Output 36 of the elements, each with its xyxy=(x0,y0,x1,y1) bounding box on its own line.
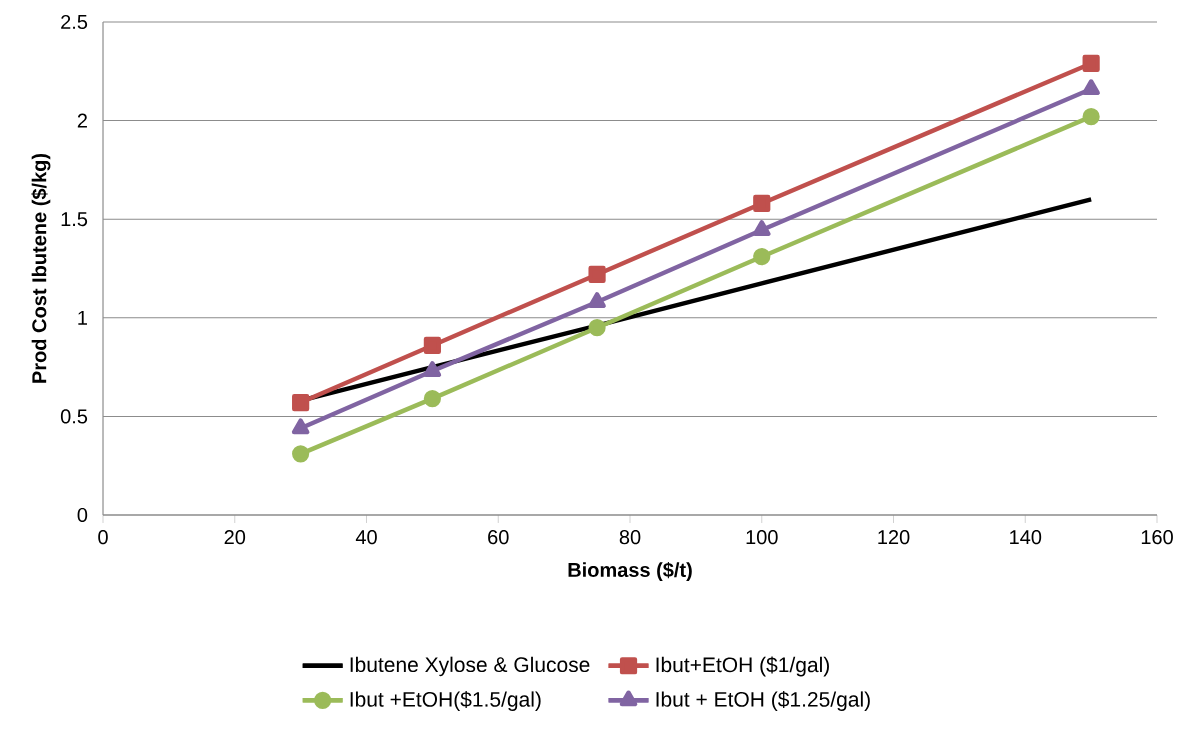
x-tick-label: 80 xyxy=(619,530,641,545)
legend-label: Ibutene Xylose & Glucose xyxy=(350,656,590,677)
point xyxy=(1082,54,1100,72)
point xyxy=(588,292,606,309)
y-tick-label: 2.5 xyxy=(61,14,88,30)
point xyxy=(588,265,606,283)
point xyxy=(423,361,442,378)
x-tick-label: 120 xyxy=(878,530,910,545)
point xyxy=(753,248,771,266)
y-tick-label: 2 xyxy=(77,113,87,128)
x-tick-label: 160 xyxy=(1141,530,1173,545)
legend-label: Ibut + EtOH ($1.25/gal) xyxy=(656,691,870,711)
x-tick-label: 40 xyxy=(355,530,377,545)
point xyxy=(1082,108,1100,126)
x-tick-label: 60 xyxy=(488,530,509,545)
point xyxy=(292,445,310,463)
point xyxy=(588,319,606,337)
x-tick-label: 20 xyxy=(224,530,246,545)
point xyxy=(752,220,771,237)
point xyxy=(423,336,441,354)
y-tick-label: 0 xyxy=(77,507,88,523)
y-tick-label: 1.5 xyxy=(61,212,88,227)
legend-label: Ibut +EtOH($1.5/gal) xyxy=(350,691,541,711)
point xyxy=(753,194,771,213)
x-axis-title: Biomass ($/t) xyxy=(568,561,692,581)
point xyxy=(292,393,310,412)
y-axis-title: Prod Cost Ibutene ($/kg) xyxy=(31,153,51,383)
point xyxy=(423,390,441,408)
y-tick-label: 1 xyxy=(78,310,87,325)
x-tick-label: 100 xyxy=(746,530,778,545)
x-tick-label: 140 xyxy=(1010,530,1042,545)
x-tick-label: 0 xyxy=(98,530,108,545)
point xyxy=(291,418,310,435)
legend-label: Ibut+EtOH ($1/gal) xyxy=(656,656,829,677)
point xyxy=(1082,79,1100,96)
y-tick-label: 0.5 xyxy=(60,409,88,424)
